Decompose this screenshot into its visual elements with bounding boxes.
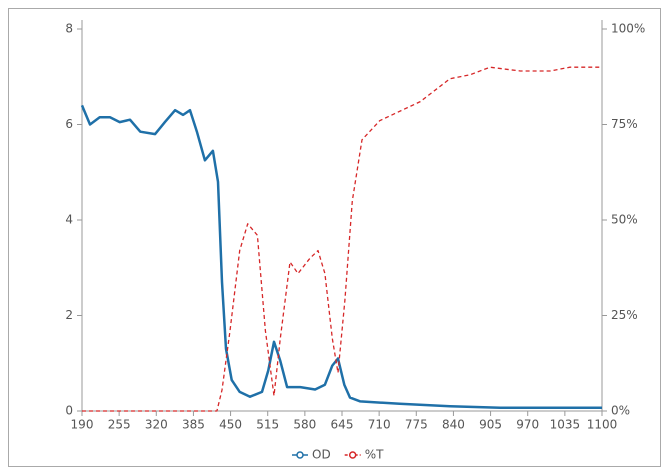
x-tick-label: 1035 (550, 418, 581, 432)
x-tick-label: 840 (442, 418, 465, 432)
x-tick-label: 970 (516, 418, 539, 432)
y-tick-label: 2 (65, 308, 73, 322)
x-tick-label: 775 (405, 418, 428, 432)
series-line (80, 104, 602, 409)
y-tick-label: 0 (65, 404, 73, 418)
y2-tick-label: 100% (611, 22, 645, 36)
legend-marker (296, 451, 304, 459)
y2-tick-label: 50% (611, 213, 638, 227)
series-line (82, 66, 602, 412)
y-tick-label: 6 (65, 117, 73, 131)
x-tick-label: 385 (182, 418, 205, 432)
y-tick-label: 8 (65, 22, 73, 36)
x-tick-label: 645 (331, 418, 354, 432)
y2-tick-label: 25% (611, 308, 638, 322)
legend: OD %T (292, 448, 384, 462)
y2-tick-label: 0% (611, 404, 630, 418)
x-tick-label: 255 (108, 418, 131, 432)
x-tick-label: 320 (145, 418, 168, 432)
x-tick-label: 515 (256, 418, 279, 432)
y-tick-label: 4 (65, 213, 73, 227)
x-tick-label: 580 (293, 418, 316, 432)
chart-frame (8, 8, 661, 467)
legend-label: %T (365, 448, 384, 462)
x-tick-label: 450 (219, 418, 242, 432)
legend-label: OD (312, 448, 331, 462)
x-tick-label: 905 (479, 418, 502, 432)
x-tick-label: 710 (368, 418, 391, 432)
x-tick-label: 190 (71, 418, 94, 432)
y2-tick-label: 75% (611, 117, 638, 131)
x-tick-label: 1100 (587, 418, 618, 432)
legend-marker (348, 451, 357, 459)
